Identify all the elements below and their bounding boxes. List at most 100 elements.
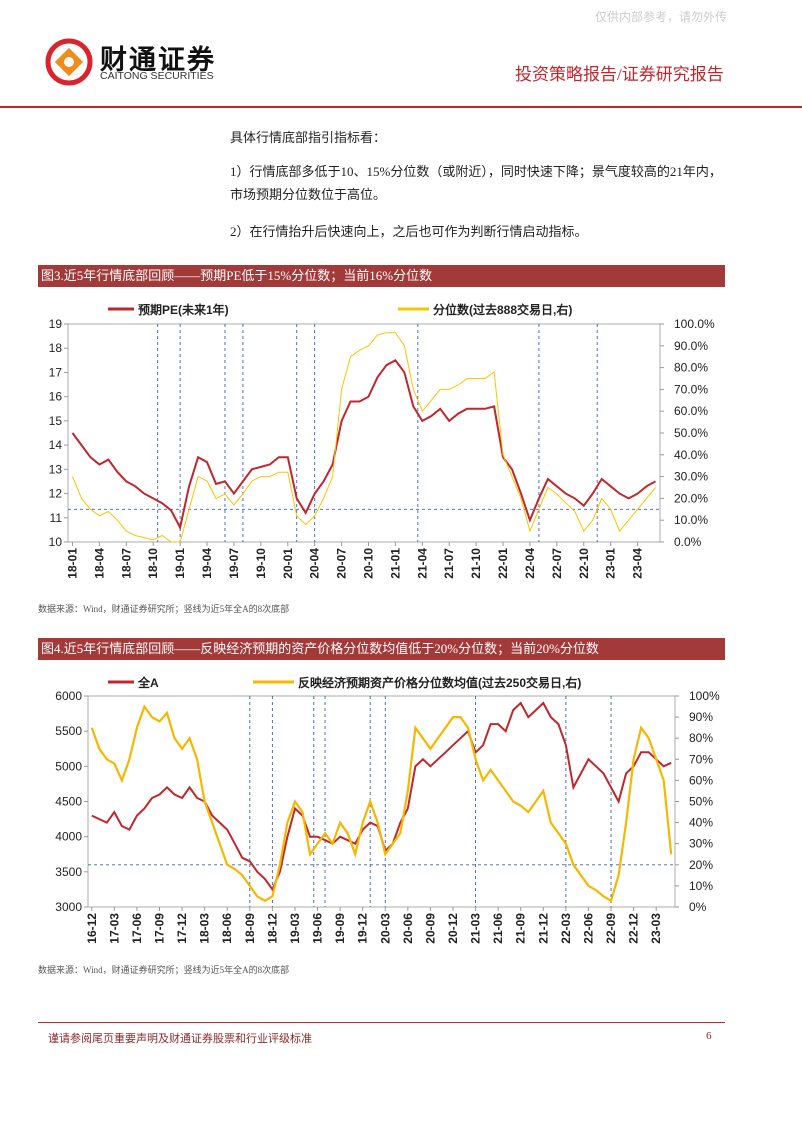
y2-tick-label: 60% <box>689 773 713 787</box>
x-tick-label: 22-04 <box>523 548 537 579</box>
paragraph: 具体行情底部指引指标看： <box>230 130 387 145</box>
x-tick-label: 17-03 <box>107 913 121 944</box>
x-tick-label: 20-12 <box>446 913 460 944</box>
x-tick-label: 18-07 <box>119 548 133 579</box>
x-tick-label: 21-04 <box>415 548 429 579</box>
y-tick-label: 16 <box>49 390 63 404</box>
y2-tick-label: 0% <box>689 900 707 914</box>
x-tick-label: 17-09 <box>152 913 166 944</box>
watermark: 仅供内部参考，请勿外传 <box>595 10 728 24</box>
x-tick-label: 21-12 <box>536 913 550 944</box>
y2-tick-label: 0.0% <box>674 535 702 549</box>
x-tick-label: 23-03 <box>649 913 663 944</box>
x-tick-label: 23-01 <box>604 548 618 579</box>
y2-tick-label: 20.0% <box>674 491 708 505</box>
y2-tick-label: 90.0% <box>674 339 708 353</box>
y-tick-label: 11 <box>50 511 63 525</box>
y2-tick-label: 10.0% <box>674 513 708 527</box>
x-tick-label: 19-12 <box>356 913 370 944</box>
x-tick-label: 21-10 <box>469 548 483 579</box>
x-tick-label: 18-06 <box>220 913 234 944</box>
x-tick-label: 21-03 <box>469 913 483 944</box>
x-tick-label: 21-06 <box>491 913 505 944</box>
y-tick-label: 17 <box>49 365 63 379</box>
x-tick-label: 20-10 <box>361 548 375 579</box>
x-tick-label: 21-01 <box>388 548 402 579</box>
x-tick-label: 16-12 <box>85 913 99 944</box>
y2-tick-label: 80.0% <box>674 361 708 375</box>
x-tick-label: 20-06 <box>401 913 415 944</box>
source: 数据来源：Wind，财通证券研究所；竖线为近5年全A的8次底部 <box>38 965 290 975</box>
y2-tick-label: 50% <box>689 795 713 809</box>
y2-tick-label: 20% <box>689 858 713 872</box>
x-tick-label: 18-12 <box>265 913 279 944</box>
x-tick-label: 20-09 <box>423 913 437 944</box>
logo-cn: 财通证券 <box>100 45 216 76</box>
x-tick-label: 18-03 <box>198 913 212 944</box>
chart: 10 11 12 13 14 15 16 17 18 19 0.0% 10.0% 20.0% 30.0% 4… <box>49 302 715 579</box>
paragraph: 2）在行情抬升后快速向上，之后也可作为判断行情启动指标。 <box>230 224 588 239</box>
x-tick-label: 19-07 <box>227 548 241 579</box>
x-tick-label: 22-10 <box>577 548 591 579</box>
x-tick-label: 20-01 <box>281 548 295 579</box>
y-tick-label: 19 <box>49 317 63 331</box>
y-tick-label: 10 <box>49 535 63 549</box>
plot-frame <box>87 695 676 908</box>
x-tick-label: 23-04 <box>631 548 645 579</box>
x-tick-label: 18-04 <box>92 548 106 579</box>
series-line <box>71 359 656 531</box>
x-tick-label: 19-03 <box>288 913 302 944</box>
x-tick-label: 22-07 <box>550 548 564 579</box>
y2-tick-label: 90% <box>689 710 713 724</box>
series-line <box>91 701 672 892</box>
legend-label: 反映经济预期资产价格分位数均值(过去250交易日,右) <box>298 675 581 690</box>
x-tick-label: 22-01 <box>496 548 510 579</box>
x-tick-label: 19-09 <box>333 913 347 944</box>
y2-tick-label: 40% <box>689 816 713 830</box>
x-tick-label: 20-04 <box>308 548 322 579</box>
y-tick-label: 12 <box>49 487 63 501</box>
x-tick-label: 19-06 <box>311 913 325 944</box>
y-tick-label: 14 <box>49 438 63 452</box>
series-line <box>72 332 656 543</box>
footer-rule <box>38 1022 725 1023</box>
disclaimer: 谨请参阅尾页重要声明及财通证券股票和行业评级标准 <box>48 1033 312 1045</box>
source: 数据来源：Wind，财通证券研究所；竖线为近5年全A的8次底部 <box>38 604 290 614</box>
chart: 3000 3500 4000 4500 5000 5500 6000 0% 10% 20% 30% 4… <box>55 675 720 944</box>
x-tick-label: 22-03 <box>559 913 573 944</box>
x-tick-label: 18-09 <box>243 913 257 944</box>
x-tick-label: 22-09 <box>604 913 618 944</box>
y2-tick-label: 50.0% <box>674 426 708 440</box>
y-tick-label: 4500 <box>55 795 82 809</box>
x-tick-label: 19-10 <box>254 548 268 579</box>
y2-tick-label: 30% <box>689 837 713 851</box>
x-tick-label: 20-07 <box>335 548 349 579</box>
header-rule <box>0 106 802 108</box>
legend-label: 预期PE(未来1年) <box>138 302 229 317</box>
x-tick-label: 18-10 <box>146 548 160 579</box>
y-tick-label: 18 <box>49 341 63 355</box>
y-tick-label: 3500 <box>55 865 82 879</box>
report-type: 投资策略报告/证券研究报告 <box>515 65 724 84</box>
y-tick-label: 5000 <box>55 759 82 773</box>
y2-tick-label: 40.0% <box>674 448 708 462</box>
x-tick-label: 18-01 <box>65 548 79 579</box>
legend-label: 分位数(过去888交易日,右) <box>433 302 572 317</box>
figure-title: 图4.近5年行情底部回顾——反映经济预期的资产价格分位数均值低于20%分位数；当… <box>38 638 725 660</box>
y2-tick-label: 60.0% <box>674 404 708 418</box>
x-tick-label: 19-01 <box>173 548 187 579</box>
y2-tick-label: 30.0% <box>674 470 708 484</box>
y2-tick-label: 100.0% <box>674 317 715 331</box>
x-tick-label: 22-12 <box>627 913 641 944</box>
x-tick-label: 22-06 <box>581 913 595 944</box>
x-tick-label: 21-09 <box>514 913 528 944</box>
page-number: 6 <box>706 1030 712 1042</box>
y-tick-label: 6000 <box>55 689 82 703</box>
x-tick-label: 17-06 <box>130 913 144 944</box>
y-tick-label: 15 <box>49 414 63 428</box>
y2-tick-label: 100% <box>689 689 720 703</box>
y2-tick-label: 70% <box>689 752 713 766</box>
y-tick-label: 4000 <box>55 830 82 844</box>
y-tick-label: 3000 <box>55 900 82 914</box>
